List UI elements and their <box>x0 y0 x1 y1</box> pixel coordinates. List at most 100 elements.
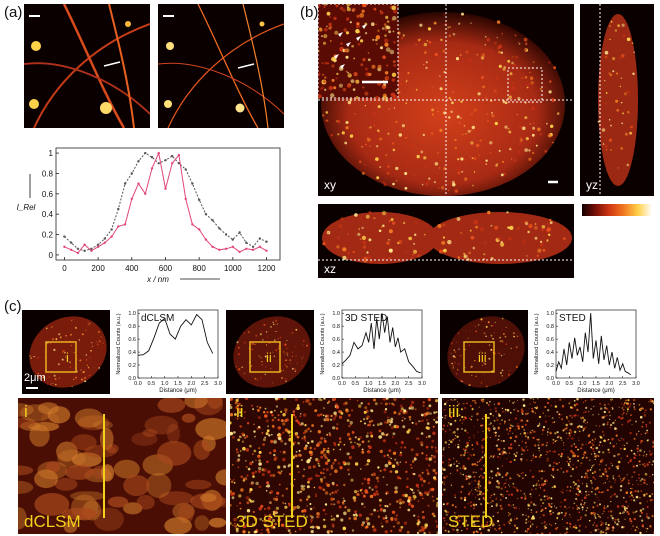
xtick-label-6: 3.0 <box>632 381 640 387</box>
ytick-label-2: 0.4 <box>128 350 136 356</box>
y-axis-label: Normalized Counts (a.u.) <box>116 313 122 374</box>
roman-i-zoom: i <box>24 402 28 421</box>
ytick-label-3: 0.6 <box>546 337 554 343</box>
series-1-point-23 <box>218 248 221 251</box>
series-1-point-15 <box>164 187 167 190</box>
series-line-0 <box>64 152 267 252</box>
series-1-point-11 <box>137 182 140 185</box>
chart-title: STED <box>559 313 586 324</box>
series-1-point-5 <box>96 245 100 248</box>
xtick-label-3: 1.5 <box>174 381 182 387</box>
ytick-label-2: 0.4 <box>42 210 54 219</box>
series-0-point-0 <box>63 235 66 238</box>
series-0-point-14 <box>157 162 160 165</box>
profile-chart-3dsted-svg: 0.0 0.5 1.0 1.5 2.0 2.5 3.00.00.20.40.60.81.0D… <box>320 309 426 394</box>
series-0-point-28 <box>251 245 255 248</box>
series-0-point-5 <box>96 243 100 246</box>
series-0-point-26 <box>238 231 241 234</box>
xtick-label-6: 3.0 <box>418 381 426 387</box>
profile-line <box>341 313 421 374</box>
series-0-point-1 <box>70 241 73 244</box>
chart-title: dCLSM <box>141 313 174 324</box>
x-axis-label: Distance (μm) <box>363 388 400 394</box>
series-1-point-4 <box>90 249 93 252</box>
series-1-point-1 <box>70 248 73 251</box>
series-1-point-8 <box>117 225 120 228</box>
zoom-image-dclsm: i dCLSM <box>18 398 226 534</box>
xtick-label-2: 1.0 <box>365 381 373 387</box>
xtick-label-0: 0.0 <box>134 381 142 387</box>
series-1-point-17 <box>177 153 181 157</box>
series-1-point-28 <box>251 248 255 251</box>
ytick-label-5: 1 <box>49 149 54 158</box>
xtick-label-5: 2.5 <box>201 381 209 387</box>
series-0-point-4 <box>90 247 93 250</box>
series-0-point-3 <box>83 249 86 252</box>
xz-view-label: xz <box>324 262 336 276</box>
ytick-label-5: 1.0 <box>546 311 554 317</box>
series-0-point-21 <box>204 213 208 216</box>
ytick-label-0: 0.0 <box>546 376 554 382</box>
series-1-point-24 <box>224 247 228 250</box>
xtick-label-0: 0 <box>62 264 67 273</box>
series-1-point-7 <box>110 235 113 238</box>
series-1-point-2 <box>76 251 80 255</box>
ytick-label-0: 0.0 <box>128 376 136 382</box>
series-1-point-29 <box>258 245 261 248</box>
x-axis-label: Distance (μm) <box>159 388 196 394</box>
xtick-label-4: 2.0 <box>392 381 400 387</box>
chart-title: 3D STED <box>345 313 387 324</box>
xtick-label-1: 0.5 <box>352 381 360 387</box>
profile-chart-a: 0 200 400 600 800 1000 1200 0 0.2 0.4 0.6 0.8 1 x / n… <box>0 140 295 290</box>
xtick-label-3: 1.5 <box>592 381 600 387</box>
series-0-point-11 <box>137 160 140 163</box>
ytick-label-1: 0.2 <box>546 363 554 369</box>
profile-chart-sted-svg: 0.0 0.5 1.0 1.5 2.0 2.5 3.00.00.20.40.60.81.0D… <box>534 309 640 394</box>
xtick-label-2: 1.0 <box>579 381 587 387</box>
profile-chart-dclsm: 0.0 0.5 1.0 1.5 2.0 2.5 3.0 0.0 0.2 0.4 0.6 0.8 1.0 D… <box>112 306 224 396</box>
nucleus-thumb-dclsm: 2μm i <box>22 310 110 394</box>
roman-iii-zoom: iii <box>448 402 460 421</box>
ytick-label-3: 0.6 <box>42 190 54 199</box>
ytick-label-1: 0.2 <box>332 363 340 369</box>
series-1-point-12 <box>144 192 147 195</box>
panel-label-a: (a) <box>4 4 23 21</box>
y-axis-label: I_Rel <box>17 203 36 212</box>
yz-view-label: yz <box>586 178 598 192</box>
nucleus-yz-image: yz <box>580 4 654 196</box>
xtick-label-5: 2.5 <box>405 381 413 387</box>
ytick-label-0: 0.0 <box>332 376 340 382</box>
series-0-point-2 <box>76 247 80 250</box>
series-1-point-6 <box>103 241 107 244</box>
series-0-point-18 <box>184 168 187 171</box>
x-axis-label: Distance (μm) <box>577 388 614 394</box>
series-0-point-30 <box>265 240 268 243</box>
xtick-label-2: 1.0 <box>161 381 169 387</box>
xtick-label-1: 200 <box>91 264 105 273</box>
roman-ii-zoom: ii <box>236 402 244 421</box>
series-1-point-27 <box>245 247 248 250</box>
series-1-point-9 <box>123 223 127 226</box>
series-0-point-7 <box>110 228 113 231</box>
ytick-label-1: 0.2 <box>128 363 136 369</box>
xtick-label-3: 1.5 <box>378 381 386 387</box>
nucleus-xy-image: xy <box>318 4 574 196</box>
series-0-point-10 <box>130 172 133 175</box>
ytick-label-4: 0.8 <box>128 324 136 330</box>
series-0-point-13 <box>150 156 154 159</box>
profile-chart-dclsm-svg: 0.0 0.5 1.0 1.5 2.0 2.5 3.00.00.20.40.60.81.0D… <box>116 309 222 394</box>
series-1-point-16 <box>171 162 174 165</box>
ytick-label-0: 0 <box>49 251 54 260</box>
nucleus-thumb-3dsted: ii <box>226 310 314 394</box>
series-0-point-16 <box>171 154 174 158</box>
zoom-image-3dsted: ii 3D STED <box>230 398 438 534</box>
profile-line <box>137 313 214 356</box>
ytick-label-4: 0.8 <box>332 324 340 330</box>
xtick-label-6: 3.0 <box>214 381 222 387</box>
roman-ii-thumb: ii <box>266 350 272 365</box>
series-1-point-20 <box>198 228 201 231</box>
y-axis-label: Normalized Counts (a.u.) <box>320 313 326 374</box>
xtick-label-2: 400 <box>125 264 139 273</box>
series-0-point-25 <box>231 238 234 241</box>
nucleus-xz-image: xz <box>318 204 574 278</box>
